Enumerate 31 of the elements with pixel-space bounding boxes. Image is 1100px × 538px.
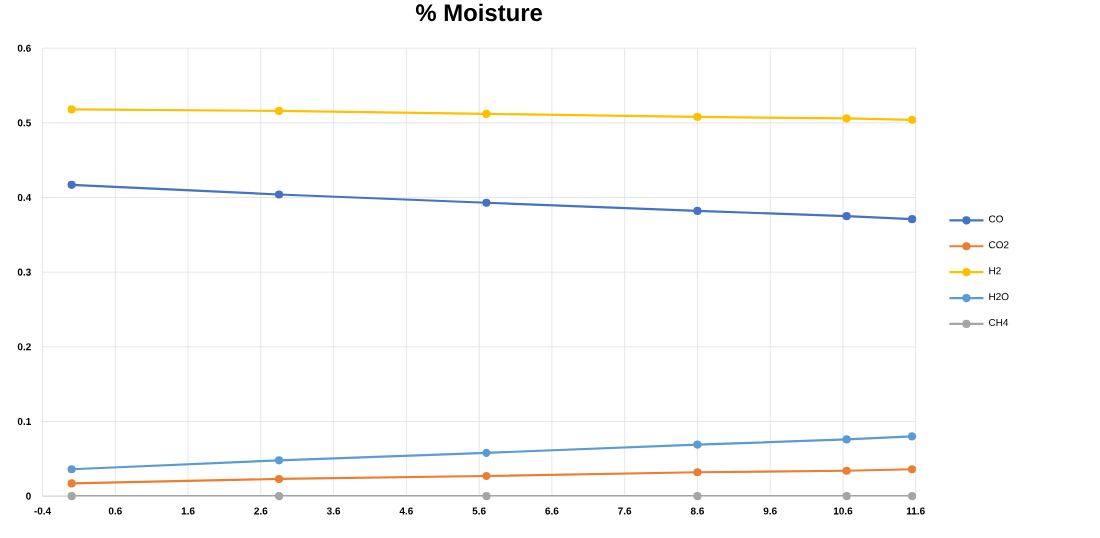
point (908, 115, 917, 124)
point (67, 180, 76, 189)
point (274, 455, 284, 465)
point (67, 105, 76, 114)
point (908, 491, 917, 500)
point (274, 106, 284, 115)
point (274, 474, 284, 483)
point (67, 491, 76, 500)
point (67, 479, 76, 488)
point (842, 466, 851, 475)
point (693, 467, 702, 477)
point (842, 113, 851, 123)
point (693, 440, 702, 449)
point (842, 434, 851, 444)
point (908, 214, 917, 223)
point (842, 211, 851, 220)
point (67, 464, 76, 474)
point (482, 471, 491, 480)
point (482, 491, 491, 500)
point (482, 109, 491, 118)
point (693, 112, 702, 121)
point (482, 198, 491, 207)
chart-title: % Moisture (415, 3, 543, 21)
point (482, 448, 491, 457)
point (908, 464, 917, 474)
point (274, 491, 284, 500)
point (274, 190, 284, 199)
point (693, 206, 702, 215)
point (842, 491, 851, 500)
point (908, 432, 917, 441)
point (693, 491, 702, 500)
